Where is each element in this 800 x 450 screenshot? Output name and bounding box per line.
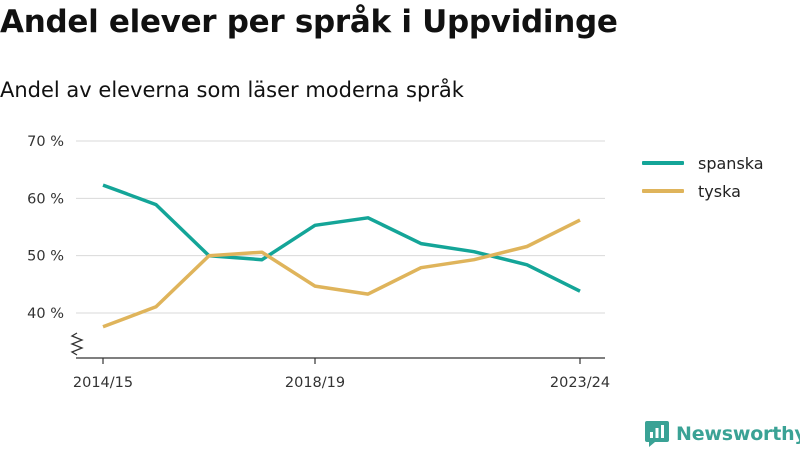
y-tick-labels: 40 % 50 % 60 % 70 %: [27, 134, 64, 322]
series-line-tyska: [102, 218, 581, 329]
series-lines: [102, 183, 581, 329]
y-tick-label: 70 %: [27, 134, 64, 150]
y-tick-label: 50 %: [27, 249, 64, 265]
legend-swatch-spanska: [642, 161, 684, 165]
y-tick-label: 60 %: [27, 191, 64, 207]
x-tick-label: 2014/15: [73, 375, 133, 391]
x-tick-label: 2018/19: [285, 375, 345, 391]
gridlines: [76, 140, 605, 314]
legend: spanska tyska: [642, 149, 764, 205]
legend-item-tyska: tyska: [642, 177, 764, 205]
newsworthy-logo-icon: [645, 421, 669, 447]
brand-name: Newsworthy: [676, 423, 800, 445]
x-tick-labels: 2014/15 2018/19 2023/24: [73, 375, 610, 391]
chart-subtitle: Andel av eleverna som läser moderna språ…: [0, 78, 464, 102]
legend-label-tyska: tyska: [698, 181, 741, 201]
chart-title: Andel elever per språk i Uppvidinge: [0, 4, 618, 40]
brand-logo: Newsworthy: [645, 420, 800, 448]
legend-item-spanska: spanska: [642, 149, 764, 177]
axes: [70, 332, 605, 364]
x-tick-label: 2023/24: [550, 375, 610, 391]
legend-label-spanska: spanska: [698, 153, 764, 173]
y-tick-label: 40 %: [27, 306, 64, 322]
legend-swatch-tyska: [642, 189, 684, 193]
series-line-spanska: [102, 183, 581, 293]
y-axis-break-icon: [70, 332, 84, 356]
